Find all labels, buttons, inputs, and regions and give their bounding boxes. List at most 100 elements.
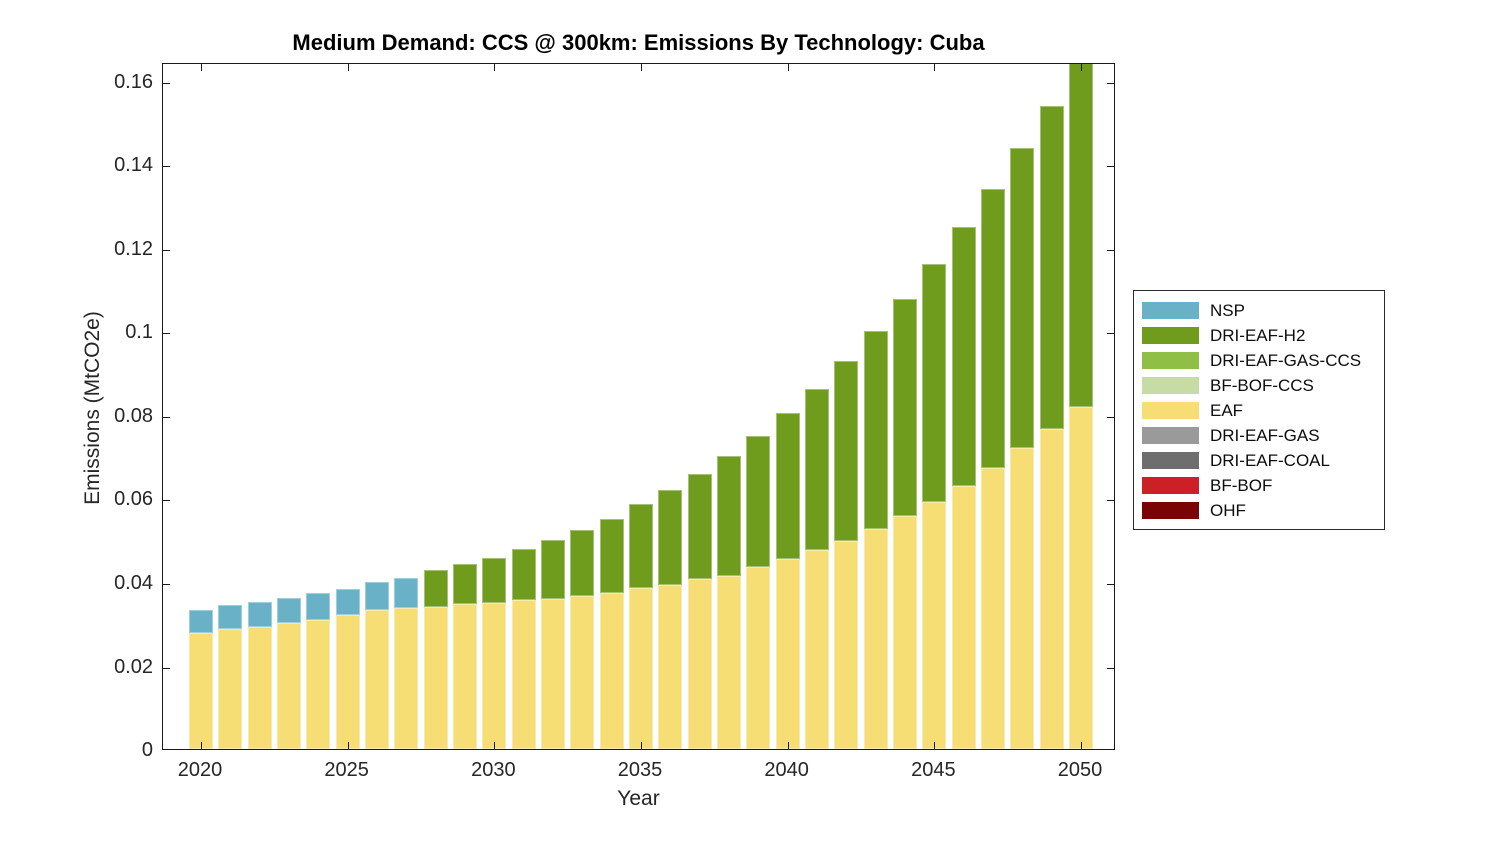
legend: NSP DRI-EAF-H2 DRI-EAF-GAS-CCS BF-BOF-CCS EA… [1133,290,1385,530]
legend-item-eaf: EAF [1142,398,1384,423]
x-tick-2045 [934,742,936,749]
x-tick-label-2040: 2040 [764,759,809,781]
bar-segment-eaf-2028 [423,606,448,749]
y-tick-label-0.1: 0.1 [125,321,153,344]
legend-swatch-bf-bof-ccs [1142,377,1199,394]
y-tick-label-0: 0 [141,739,153,761]
bar-segment-dri-eaf-h2-2037 [687,474,712,579]
x-tick-label-2030: 2030 [471,759,516,781]
legend-swatch-dri-eaf-gas-ccs [1142,352,1199,369]
bar-segment-eaf-2046 [951,485,976,749]
x-tick-top-2030 [494,64,496,71]
x-tick-top-2020 [201,64,202,71]
bar-segment-dri-eaf-h2-2032 [540,540,565,599]
bar-segment-eaf-2037 [687,578,712,749]
legend-swatch-dri-eaf-h2 [1142,327,1199,344]
y-tick-right-0.14 [1107,166,1114,168]
bar-segment-dri-eaf-h2-2036 [658,489,683,585]
bar-segment-nsp-2026 [364,582,389,611]
bar-segment-eaf-2039 [746,567,771,749]
bar-segment-dri-eaf-h2-2035 [628,504,653,589]
y-tick-label-0.08: 0.08 [114,404,153,427]
legend-item-dri-eaf-gas: DRI-EAF-GAS [1142,423,1384,448]
legend-item-bf-bof: BF-BOF [1142,473,1384,498]
y-tick-label-0.14: 0.14 [114,154,153,177]
bar-segment-eaf-2023 [276,622,301,749]
legend-swatch-dri-eaf-coal [1142,452,1199,469]
y-tick-label-0.04: 0.04 [114,571,153,594]
legend-label-nsp: NSP [1210,300,1245,320]
y-tick-right-0.06 [1107,500,1114,502]
legend-swatch-dri-eaf-gas [1142,427,1199,444]
legend-swatch-nsp [1142,302,1199,319]
bar-segment-eaf-2047 [980,467,1005,749]
bar-segment-dri-eaf-h2-2030 [482,557,507,603]
x-tick-label-2020: 2020 [177,759,223,781]
x-tick-2040 [787,742,789,749]
bar-segment-dri-eaf-h2-2048 [1010,148,1035,449]
chart-title: Medium Demand: CCS @ 300km: Emissions By… [292,30,985,55]
y-tick-label-0.12: 0.12 [114,237,153,260]
legend-item-dri-eaf-coal: DRI-EAF-COAL [1142,448,1384,473]
bar-segment-eaf-2022 [247,626,272,749]
legend-label-dri-eaf-coal: DRI-EAF-COAL [1210,450,1330,470]
y-tick-right-0.02 [1107,667,1114,669]
bar-segment-eaf-2029 [452,604,477,749]
bar-segment-eaf-2030 [482,602,507,749]
bar-segment-dri-eaf-h2-2046 [951,227,976,486]
bar-segment-nsp-2024 [306,593,331,620]
bar-segment-dri-eaf-h2-2028 [423,570,448,607]
bar-segment-eaf-2045 [922,502,947,749]
bar-segment-eaf-2043 [863,528,888,749]
bar-segment-eaf-2042 [834,540,859,749]
x-tick-top-2040 [787,64,789,71]
y-tick-label-0.16: 0.16 [114,70,153,93]
bar-segment-eaf-2044 [892,515,917,749]
legend-item-nsp: NSP [1142,298,1384,323]
legend-item-bf-bof-ccs: BF-BOF-CCS [1142,373,1384,398]
bar-segment-dri-eaf-h2-2044 [892,298,917,516]
bar-segment-nsp-2022 [247,601,272,627]
legend-item-dri-eaf-gas-ccs: DRI-EAF-GAS-CCS [1142,348,1384,373]
y-tick-right-0.08 [1107,416,1114,418]
x-tick-label-2050: 2050 [1057,759,1103,781]
bar-segment-eaf-2032 [540,598,565,749]
bar-segment-eaf-2049 [1039,428,1064,749]
bar-segment-eaf-2025 [335,615,360,749]
bar-segment-dri-eaf-h2-2034 [599,518,624,594]
bar-segment-dri-eaf-h2-2038 [716,455,741,576]
bar-segment-nsp-2021 [218,605,243,630]
y-tick-right-0.12 [1107,249,1114,251]
bar-segment-dri-eaf-h2-2042 [834,360,859,541]
x-tick-2050 [1080,742,1082,749]
x-tick-2035 [640,742,642,749]
bar-segment-dri-eaf-h2-2045 [922,264,947,503]
bar-segment-nsp-2020 [189,609,213,633]
y-tick-0.12 [163,249,170,251]
x-tick-top-2045 [934,64,936,71]
y-tick-label-0.06: 0.06 [114,488,153,511]
legend-label-ohf: OHF [1210,500,1246,520]
bar-segment-eaf-2020 [189,632,213,749]
bar-segment-dri-eaf-h2-2039 [746,435,771,568]
y-tick-0.08 [163,416,170,418]
y-tick-label-0.02: 0.02 [114,655,153,678]
bar-segment-eaf-2027 [394,607,419,749]
bar-segment-dri-eaf-h2-2047 [980,188,1005,468]
bar-segment-dri-eaf-h2-2041 [804,388,829,550]
bar-segment-dri-eaf-h2-2040 [775,413,800,560]
y-tick-right-0.1 [1107,333,1114,335]
x-tick-2030 [494,742,496,749]
x-tick-2025 [347,742,349,749]
legend-label-dri-eaf-gas-ccs: DRI-EAF-GAS-CCS [1210,350,1362,370]
legend-swatch-ohf [1142,502,1199,519]
legend-label-dri-eaf-gas: DRI-EAF-GAS [1210,425,1320,445]
y-tick-right-0.04 [1107,583,1114,585]
x-tick-top-2050 [1080,64,1082,71]
bar-segment-eaf-2041 [804,549,829,749]
bar-segment-dri-eaf-h2-2029 [452,564,477,605]
bar-segment-dri-eaf-h2-2031 [511,548,536,601]
x-tick-label-2035: 2035 [617,759,663,781]
bar-segment-eaf-2031 [511,600,536,749]
